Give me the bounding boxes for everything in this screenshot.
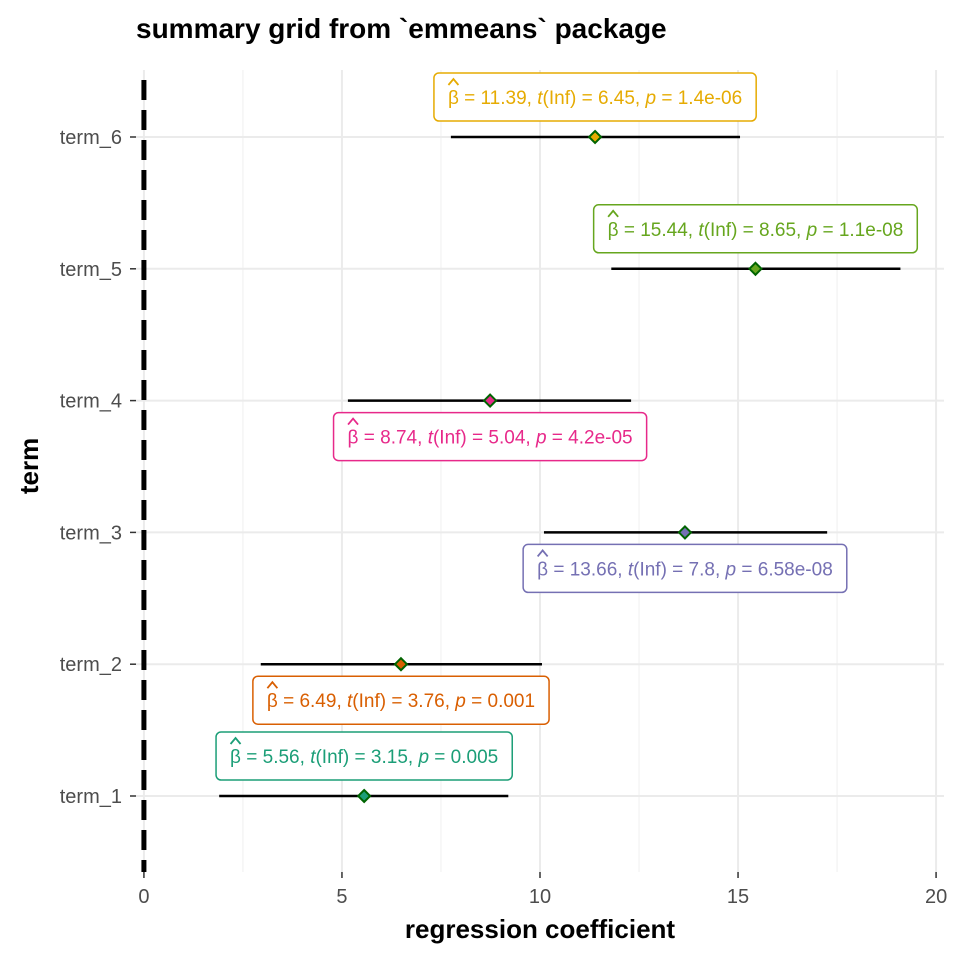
y-tick-label: term_6 [60,127,122,149]
estimate-label: β = 5.56, t(Inf) = 3.15, p = 0.005 [215,731,513,781]
stat-symbol: t [428,428,434,449]
stat-value: (Inf) = 6.45, [543,88,646,109]
stat-value: (Inf) = 5.04, [433,428,536,449]
x-tick-label: 15 [727,886,749,908]
y-tick-label: term_3 [60,522,122,544]
estimate-point [748,261,763,277]
beta-symbol: β [348,428,359,449]
beta-hat-accent [266,680,279,689]
p-symbol: p [417,747,429,768]
estimate-label-text: β = 8.74, t(Inf) = 5.04, p = 4.2e-05 [348,428,633,449]
x-tick-label: 5 [336,886,347,908]
plot-area: 0 5 10 15 20 term_1 term_2 term_3 term_4 term_5 te… [60,70,947,908]
x-tick-label: 0 [138,886,149,908]
estimate-label-text: β = 5.56, t(Inf) = 3.15, p = 0.005 [230,747,498,768]
stat-symbol: t [698,220,704,241]
y-tick-label: term_1 [60,786,122,808]
p-value: = 1.1e-08 [817,220,903,241]
stat-symbol: t [310,747,316,768]
estimate-label-box [252,675,550,725]
p-value: = 0.005 [429,747,498,768]
estimate-label-box [215,731,513,781]
stat-symbol: t [347,691,353,712]
beta-hat-accent [447,77,460,86]
estimate-value: = 11.39, [459,88,537,109]
stat-value: (Inf) = 8.65, [704,220,807,241]
p-value: = 0.001 [466,691,535,712]
estimate-label-box [592,204,919,254]
y-tick-label: term_2 [60,654,122,676]
y-tick-label: term_5 [60,259,122,281]
estimate-label-box [522,543,848,594]
p-symbol: p [454,691,466,712]
x-tick-label: 10 [529,886,551,908]
estimate-label-box [332,411,648,462]
estimate-point [393,656,409,672]
beta-hat-accent [607,209,619,218]
p-value: = 6.58e-08 [736,559,833,580]
estimate-label: β = 13.66, t(Inf) = 7.8, p = 6.58e-08 [522,543,848,594]
y-axis-title: term [14,438,44,494]
stat-value: (Inf) = 3.15, [315,747,418,768]
stat-symbol: t [537,88,543,109]
estimate-label: β = 8.74, t(Inf) = 5.04, p = 4.2e-05 [332,411,648,462]
estimate-label-box [433,72,757,122]
p-symbol: p [806,220,818,241]
estimate-value: = 15.44, [619,220,699,241]
estimate-label-text: β = 6.49, t(Inf) = 3.76, p = 0.001 [267,691,535,712]
estimate-label: β = 15.44, t(Inf) = 8.65, p = 1.1e-08 [592,204,919,254]
beta-symbol: β [537,559,548,580]
stat-value: (Inf) = 7.8, [633,559,725,580]
estimate-value: = 5.56, [241,747,310,768]
beta-symbol: β [230,747,241,768]
y-tick-label: term_4 [60,391,122,413]
beta-hat-accent [229,736,242,745]
estimate-point [587,129,603,145]
estimate-label-text: β = 15.44, t(Inf) = 8.65, p = 1.1e-08 [608,220,904,241]
estimate-value: = 13.66, [548,559,628,580]
p-symbol: p [725,559,737,580]
p-symbol: p [645,88,657,109]
estimate-value: = 8.74, [358,428,427,449]
beta-symbol: β [267,691,278,712]
estimate-point [356,788,372,804]
estimate-label-text: β = 13.66, t(Inf) = 7.8, p = 6.58e-08 [537,559,833,580]
beta-symbol: β [608,220,619,241]
x-axis-title: regression coefficient [405,914,676,944]
estimate-value: = 6.49, [278,691,347,712]
estimate-point [482,393,498,409]
stat-value: (Inf) = 3.76, [352,691,455,712]
estimate-label: β = 6.49, t(Inf) = 3.76, p = 0.001 [252,675,550,725]
estimate-point [677,524,693,540]
p-symbol: p [535,428,547,449]
x-tick-label: 20 [925,886,947,908]
beta-hat-accent [347,417,359,426]
chart-title: summary grid from `emmeans` package [136,13,667,44]
p-value: = 1.4e-06 [656,88,742,109]
estimate-label: β = 11.39, t(Inf) = 6.45, p = 1.4e-06 [433,72,757,122]
p-value: = 4.2e-05 [547,428,633,449]
stat-symbol: t [628,559,634,580]
estimate-label-text: β = 11.39, t(Inf) = 6.45, p = 1.4e-06 [448,88,742,109]
beta-symbol: β [448,88,459,109]
beta-hat-accent [536,548,549,557]
